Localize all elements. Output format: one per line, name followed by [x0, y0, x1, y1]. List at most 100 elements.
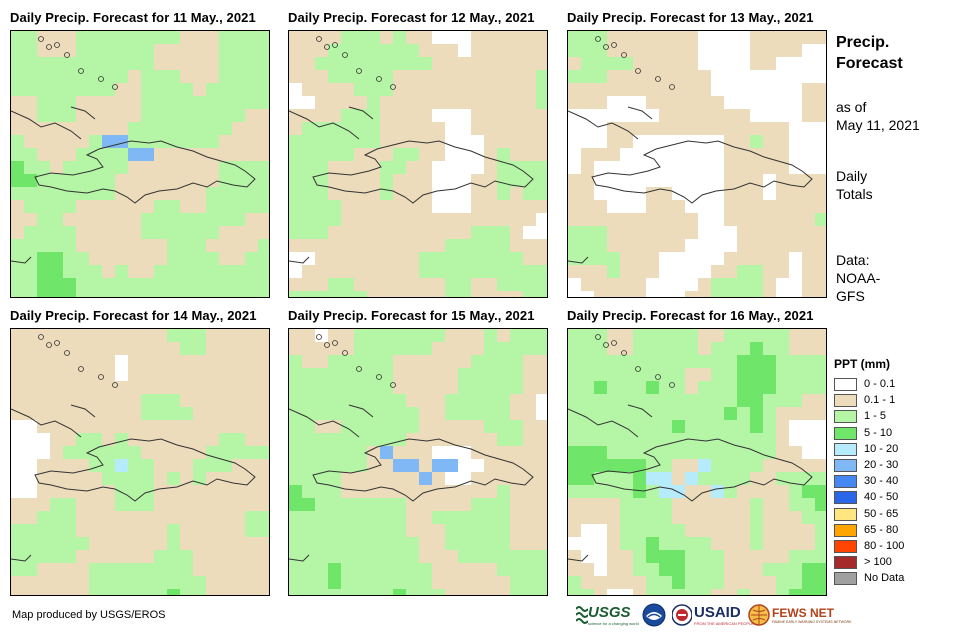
legend-item: 10 - 20 — [834, 442, 898, 458]
data-source-label: Data: — [836, 252, 870, 268]
legend-label: 0.1 - 1 — [864, 394, 896, 407]
usgs-wordmark: USGS — [588, 604, 631, 621]
legend-item: 0.1 - 1 — [834, 393, 895, 409]
legend-label: 20 - 30 — [864, 458, 899, 471]
precip-map-grid — [11, 329, 269, 595]
legend-item: 80 - 100 — [834, 539, 904, 555]
legend-label: 10 - 20 — [864, 442, 899, 455]
legend-item: 30 - 40 — [834, 474, 898, 490]
map-credit: Map produced by USGS/EROS — [12, 609, 166, 621]
precip-map — [288, 30, 548, 298]
data-source-line1: NOAA- — [836, 270, 881, 286]
legend-swatch — [834, 475, 857, 489]
hispaniola-outline — [34, 140, 256, 204]
legend-label: 65 - 80 — [864, 523, 899, 536]
legend-swatch — [834, 556, 857, 570]
legend-label: 5 - 10 — [864, 426, 893, 439]
side-title-line2: Forecast — [836, 55, 903, 72]
totals-label: Totals — [836, 186, 873, 202]
hispaniola-outline — [34, 438, 256, 502]
fews-net-tagline: FAMINE EARLY WARNING SYSTEMS NETWORK — [772, 620, 852, 624]
cuba-coastline — [568, 404, 653, 438]
usaid-tagline: FROM THE AMERICAN PEOPLE — [694, 621, 754, 626]
legend-swatch — [834, 442, 857, 456]
panel-title: Daily Precip. Forecast for 11 May., 2021 — [10, 10, 256, 25]
noaa-seal-icon — [642, 603, 666, 627]
data-source-line2: GFS — [836, 288, 865, 304]
legend-item: 65 - 80 — [834, 523, 898, 539]
cuba-coastline — [289, 106, 374, 140]
legend-item: 0 - 0.1 — [834, 377, 895, 393]
legend-swatch — [834, 394, 857, 408]
hispaniola-outline — [591, 140, 813, 204]
legend-swatch — [834, 378, 857, 391]
cuba-coastline — [11, 404, 96, 438]
side-title: Precip. Forecast — [836, 32, 903, 74]
as-of-label: as of — [836, 99, 867, 115]
legend-label: 40 - 50 — [864, 491, 899, 504]
usgs-tagline: science for a changing world — [588, 621, 639, 626]
usaid-seal-icon — [672, 604, 692, 626]
side-title-line1: Precip. — [836, 34, 890, 51]
legend-label: 1 - 5 — [864, 410, 887, 423]
legend-item: 1 - 5 — [834, 409, 890, 425]
noaa-logo — [642, 600, 666, 630]
legend-label: 0 - 0.1 — [864, 378, 896, 390]
cuba-coastline — [289, 404, 374, 438]
data-source: Data: NOAA- GFS — [836, 251, 880, 305]
cuba-coastline — [11, 106, 96, 140]
legend-title: PPT (mm) — [834, 357, 891, 371]
legend-item: > 100 — [834, 555, 892, 571]
as-of-date: as of May 11, 2021 — [836, 98, 920, 134]
daily-totals-note: Daily Totals — [836, 167, 873, 203]
fews-net-globe-icon — [748, 604, 770, 626]
precip-map — [567, 30, 827, 298]
legend-item: 40 - 50 — [834, 490, 898, 506]
hispaniola-outline — [312, 438, 534, 502]
hispaniola-outline — [312, 140, 534, 204]
agency-logos: USGS science for a changing world USAID … — [576, 600, 851, 630]
usgs-wave-icon — [576, 606, 588, 624]
precip-map — [10, 30, 270, 298]
ppt-legend: PPT (mm) 0 - 0.1 0.1 - 1 1 - 5 5 - 10 10 - 2… — [834, 357, 904, 587]
fews-net-logo: FEWS NET FAMINE EARLY WARNING SYSTEMS NE… — [748, 600, 851, 630]
legend-swatch — [834, 507, 857, 521]
usgs-logo: USGS science for a changing world — [576, 600, 640, 630]
legend-swatch — [834, 539, 857, 553]
precip-map-grid — [289, 329, 547, 595]
panel-title: Daily Precip. Forecast for 14 May., 2021 — [10, 308, 257, 323]
usaid-wordmark: USAID — [694, 604, 741, 621]
legend-item: No Data — [834, 571, 904, 587]
hispaniola-outline — [591, 438, 813, 502]
panel-title: Daily Precip. Forecast for 16 May., 2021 — [567, 308, 814, 323]
precip-map — [10, 328, 270, 596]
precip-map-grid — [568, 31, 826, 297]
legend-label: 30 - 40 — [864, 475, 899, 488]
daily-label: Daily — [836, 168, 868, 184]
legend-label: No Data — [864, 572, 905, 585]
legend-item: 50 - 65 — [834, 507, 898, 523]
legend-item: 5 - 10 — [834, 426, 893, 442]
usaid-logo: USAID FROM THE AMERICAN PEOPLE — [672, 600, 754, 630]
precip-map-grid — [568, 329, 826, 595]
legend-swatch — [834, 426, 857, 440]
legend-item: 20 - 30 — [834, 458, 898, 474]
panel-title: Daily Precip. Forecast for 15 May., 2021 — [288, 308, 535, 323]
legend-rows: 0 - 0.1 0.1 - 1 1 - 5 5 - 10 10 - 20 20 - 30 3… — [834, 377, 904, 587]
legend-swatch — [834, 491, 857, 505]
legend-swatch — [834, 410, 857, 424]
panel-title: Daily Precip. Forecast for 13 May., 2021 — [567, 10, 814, 25]
cuba-coastline — [568, 106, 653, 140]
precip-map — [288, 328, 548, 596]
panel-title: Daily Precip. Forecast for 12 May., 2021 — [288, 10, 535, 25]
fews-net-wordmark: FEWS NET — [772, 606, 834, 620]
legend-swatch — [834, 458, 857, 472]
precip-map-grid — [289, 31, 547, 297]
precip-map-grid — [11, 31, 269, 297]
legend-swatch — [834, 523, 857, 537]
legend-swatch — [834, 572, 857, 586]
precip-map — [567, 328, 827, 596]
legend-label: > 100 — [864, 556, 892, 569]
legend-label: 50 - 65 — [864, 507, 899, 520]
as-of-value: May 11, 2021 — [836, 117, 920, 133]
